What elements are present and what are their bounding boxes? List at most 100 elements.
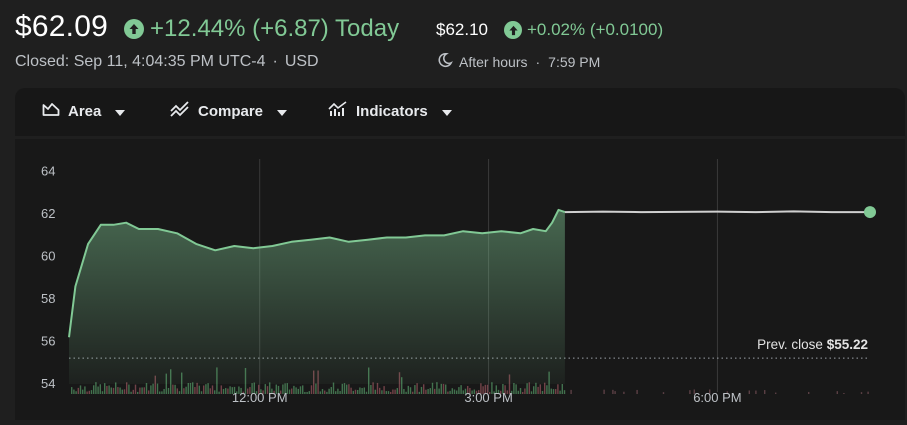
volume-bar [330, 387, 332, 394]
volume-bar [99, 384, 101, 394]
volume-bar [211, 385, 214, 394]
after-hours-price: $62.10 [436, 20, 488, 39]
volume-bar [271, 388, 273, 394]
volume-bar [438, 388, 440, 394]
volume-bar [332, 382, 335, 394]
after-hours-time: 7:59 PM [548, 53, 601, 70]
volume-bar [486, 384, 489, 394]
volume-bar [429, 388, 431, 394]
volume-bar [693, 389, 695, 394]
price-chart[interactable]: 54 56 58 60 62 64 12:00 PM 3:00 PM 6:00 PM Prev. … [15, 139, 905, 420]
volume-bar [462, 390, 464, 394]
volume-bar [236, 391, 238, 394]
volume-bar [401, 377, 403, 394]
volume-bar [108, 385, 110, 394]
volume-bar [302, 385, 304, 394]
volume-bar [387, 391, 390, 394]
volume-bar [310, 385, 313, 394]
volume-bar [467, 385, 469, 394]
volume-bar [550, 388, 552, 394]
volume-bar [110, 387, 112, 394]
area-label: Area [68, 102, 102, 120]
volume-bar [222, 388, 225, 394]
volume-bar [163, 389, 165, 394]
volume-bar [121, 389, 123, 394]
after-hours-change-text: +0.02% (+0.0100) [527, 20, 664, 39]
arrow-up-icon [124, 19, 144, 39]
volume-bar [176, 388, 178, 394]
volume-bar [119, 387, 121, 394]
volume-bar [141, 387, 143, 394]
volume-bar [614, 391, 616, 394]
volume-bar [255, 391, 258, 394]
volume-bar [117, 387, 119, 394]
volume-bar [392, 389, 394, 394]
volume-bar [370, 384, 372, 394]
volume-bar [174, 384, 176, 394]
volume-bar [253, 382, 255, 394]
volume-bar [95, 382, 97, 394]
volume-bar [194, 387, 196, 394]
y-tick-label: 56 [41, 334, 55, 349]
volume-bar [280, 390, 282, 394]
volume-bar [508, 374, 511, 394]
x-tick-label: 12:00 PM [232, 390, 288, 405]
volume-bar [843, 392, 845, 394]
volume-bar [86, 391, 88, 394]
volume-bar [321, 389, 324, 394]
volume-bar [359, 387, 361, 394]
volume-bar [390, 391, 392, 394]
volume-bar [106, 385, 108, 394]
volume-bar [73, 389, 75, 394]
volume-bar [348, 384, 350, 394]
volume-bar [154, 375, 156, 394]
closed-info-line: Closed: Sep 11, 4:04:35 PM UTC-4 · USD [15, 53, 319, 70]
volume-bar [152, 383, 154, 394]
volume-bar [409, 387, 412, 394]
volume-bar [535, 382, 537, 394]
volume-bars [71, 367, 869, 394]
volume-bar [150, 385, 152, 394]
volume-bar [354, 389, 357, 394]
volume-bar [726, 391, 728, 394]
volume-bar [867, 391, 869, 394]
x-tick-label: 3:00 PM [464, 390, 512, 405]
volume-bar [755, 390, 757, 394]
volume-bar [836, 391, 838, 394]
volume-bar [209, 388, 211, 394]
after-hours-info: After hours · 7:59 PM [437, 52, 600, 71]
volume-bar [84, 386, 86, 394]
volume-bar [423, 384, 425, 394]
compare-dropdown[interactable]: Compare [170, 101, 288, 121]
volume-bar [418, 391, 420, 394]
volume-bar [546, 385, 548, 394]
volume-bar [77, 387, 79, 394]
volume-bar [511, 390, 513, 394]
volume-bar [484, 384, 486, 394]
indicators-dropdown[interactable]: Indicators [328, 101, 452, 121]
volume-bar [273, 390, 275, 394]
area-dropdown[interactable]: Area [42, 101, 126, 121]
volume-bar [306, 391, 308, 394]
volume-bar [352, 390, 354, 394]
volume-bar [469, 387, 471, 394]
volume-bar [440, 383, 442, 394]
volume-bar [123, 389, 126, 394]
volume-bar [82, 389, 84, 394]
volume-bar [288, 389, 291, 394]
volume-bar [445, 384, 447, 394]
volume-bar [552, 389, 555, 394]
volume-bar [346, 384, 348, 394]
after-hours-label: After hours [459, 53, 528, 70]
volume-bar [475, 390, 478, 394]
volume-bar [495, 385, 497, 394]
volume-bar [275, 384, 277, 394]
volume-bar [537, 386, 539, 394]
y-tick-label: 62 [41, 206, 55, 221]
volume-bar [414, 385, 416, 394]
volume-bar [447, 391, 449, 394]
volume-bar [240, 387, 242, 394]
volume-bar [249, 387, 251, 394]
volume-bar [185, 386, 187, 394]
volume-bar [427, 389, 429, 394]
